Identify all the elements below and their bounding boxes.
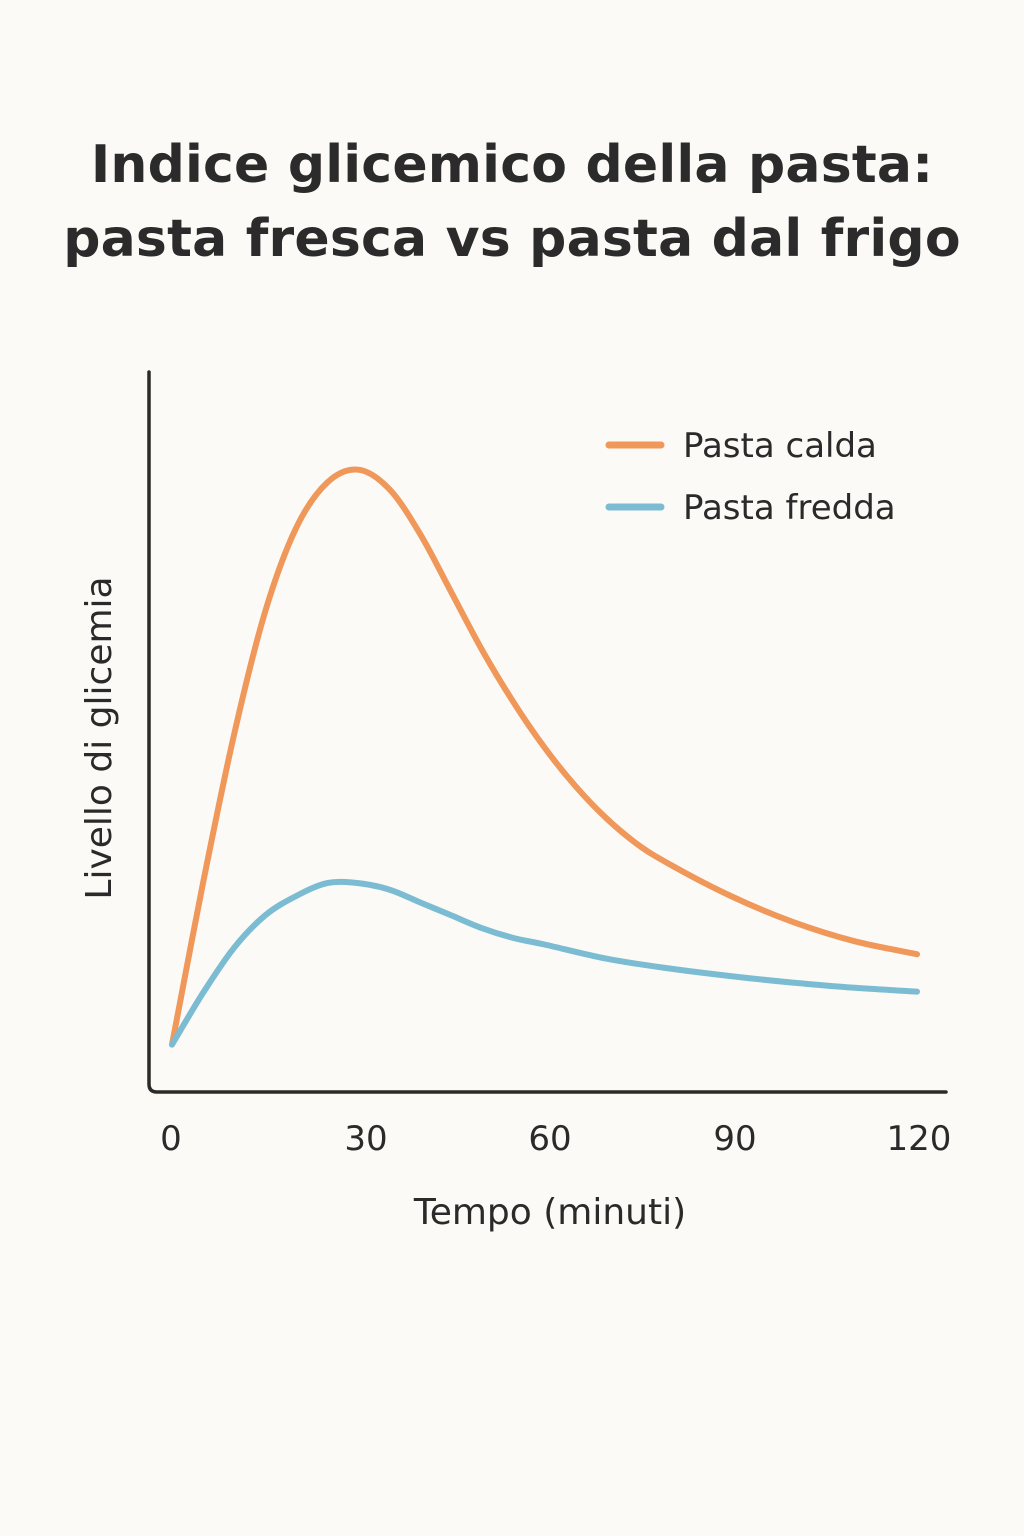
- legend-label: Pasta calda: [683, 426, 877, 466]
- x-axis-ticks: 0 30 60 90 120: [160, 1119, 951, 1159]
- x-axis-title: Tempo (minuti): [413, 1192, 686, 1233]
- x-tick-label: 0: [160, 1119, 182, 1159]
- chart-axes: [147, 370, 948, 1094]
- chart-title-line-2: pasta fresca vs pasta dal frigo: [63, 209, 961, 269]
- x-tick-label: 60: [528, 1119, 571, 1159]
- chart-title-line-1: Indice glicemico della pasta:: [90, 135, 934, 195]
- chart-legend: Pasta calda Pasta fredda: [605, 426, 896, 528]
- axis-lines: [147, 370, 948, 1094]
- series-line-2: [169, 878, 920, 1048]
- chart-series: [169, 466, 920, 1048]
- x-tick-label: 90: [713, 1119, 756, 1159]
- series-line-1: [169, 466, 920, 1048]
- x-tick-label: 30: [344, 1119, 387, 1159]
- y-axis-title: Livello di glicemia: [79, 576, 120, 899]
- x-tick-label: 120: [887, 1119, 952, 1159]
- legend-label: Pasta fredda: [683, 488, 896, 528]
- chart-title: Indice glicemico della pasta: pasta fres…: [0, 128, 1024, 276]
